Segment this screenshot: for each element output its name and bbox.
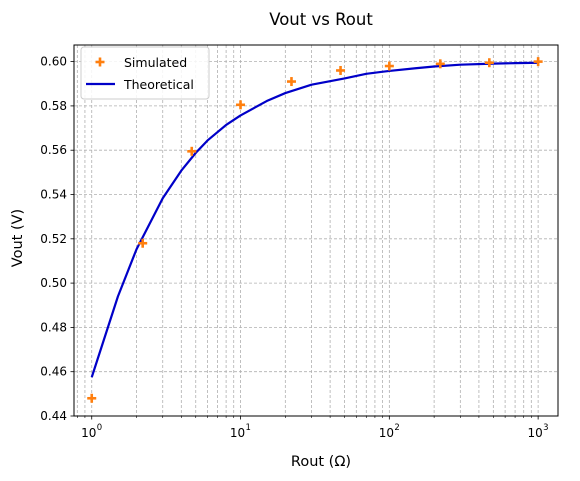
data-point-simulated — [87, 393, 97, 403]
x-tick-base: 10 — [379, 426, 394, 440]
x-tick-base: 10 — [81, 426, 96, 440]
y-axis-label: Vout (V) — [10, 209, 26, 267]
legend-marker-simulated — [95, 57, 105, 67]
y-tick-label: 0.44 — [40, 409, 67, 423]
plot-frame — [73, 44, 559, 417]
data-point-simulated — [435, 59, 445, 69]
x-tick-base: 10 — [230, 426, 245, 440]
x-tick-label: 10 3 — [527, 423, 548, 440]
x-tick-label: 10 2 — [379, 423, 400, 440]
y-tick-label: 0.56 — [40, 143, 67, 157]
data-point-simulated — [533, 57, 543, 67]
x-tick-base: 10 — [527, 426, 542, 440]
data-point-simulated — [484, 58, 494, 68]
legend-label-theoretical: Theoretical — [123, 77, 194, 92]
data-point-simulated — [286, 77, 296, 87]
data-point-simulated — [336, 65, 346, 75]
data-point-simulated — [138, 238, 148, 248]
y-tick-label: 0.54 — [40, 188, 67, 202]
legend: Simulated Theoretical — [80, 46, 210, 100]
legend-box — [80, 46, 210, 100]
data-point-simulated — [187, 146, 197, 156]
axis-ticks: 10 0 10 1 10 2 10 30.440.460.480.500.520.540.56… — [40, 55, 548, 440]
grid — [74, 45, 558, 417]
y-tick-label: 0.60 — [40, 55, 67, 69]
series-line-theoretical — [90, 61, 539, 378]
x-tick-exponent: 3 — [543, 423, 548, 433]
x-tick-exponent: 0 — [97, 423, 102, 433]
data-point-simulated — [236, 100, 246, 110]
data-point-simulated — [384, 61, 394, 71]
x-tick-exponent: 1 — [246, 423, 251, 433]
y-tick-label: 0.46 — [40, 365, 67, 379]
x-tick-label: 10 0 — [81, 423, 102, 440]
x-axis-label: Rout (Ω) — [291, 454, 351, 470]
y-tick-label: 0.58 — [40, 99, 67, 113]
x-tick-exponent: 2 — [394, 423, 399, 433]
chart-title: Vout vs Rout — [269, 10, 373, 29]
x-tick-label: 10 1 — [230, 423, 251, 440]
y-tick-label: 0.52 — [40, 232, 67, 246]
legend-label-simulated: Simulated — [124, 55, 187, 70]
plot-series — [87, 57, 543, 403]
y-tick-label: 0.50 — [40, 276, 67, 290]
y-tick-label: 0.48 — [40, 320, 67, 334]
